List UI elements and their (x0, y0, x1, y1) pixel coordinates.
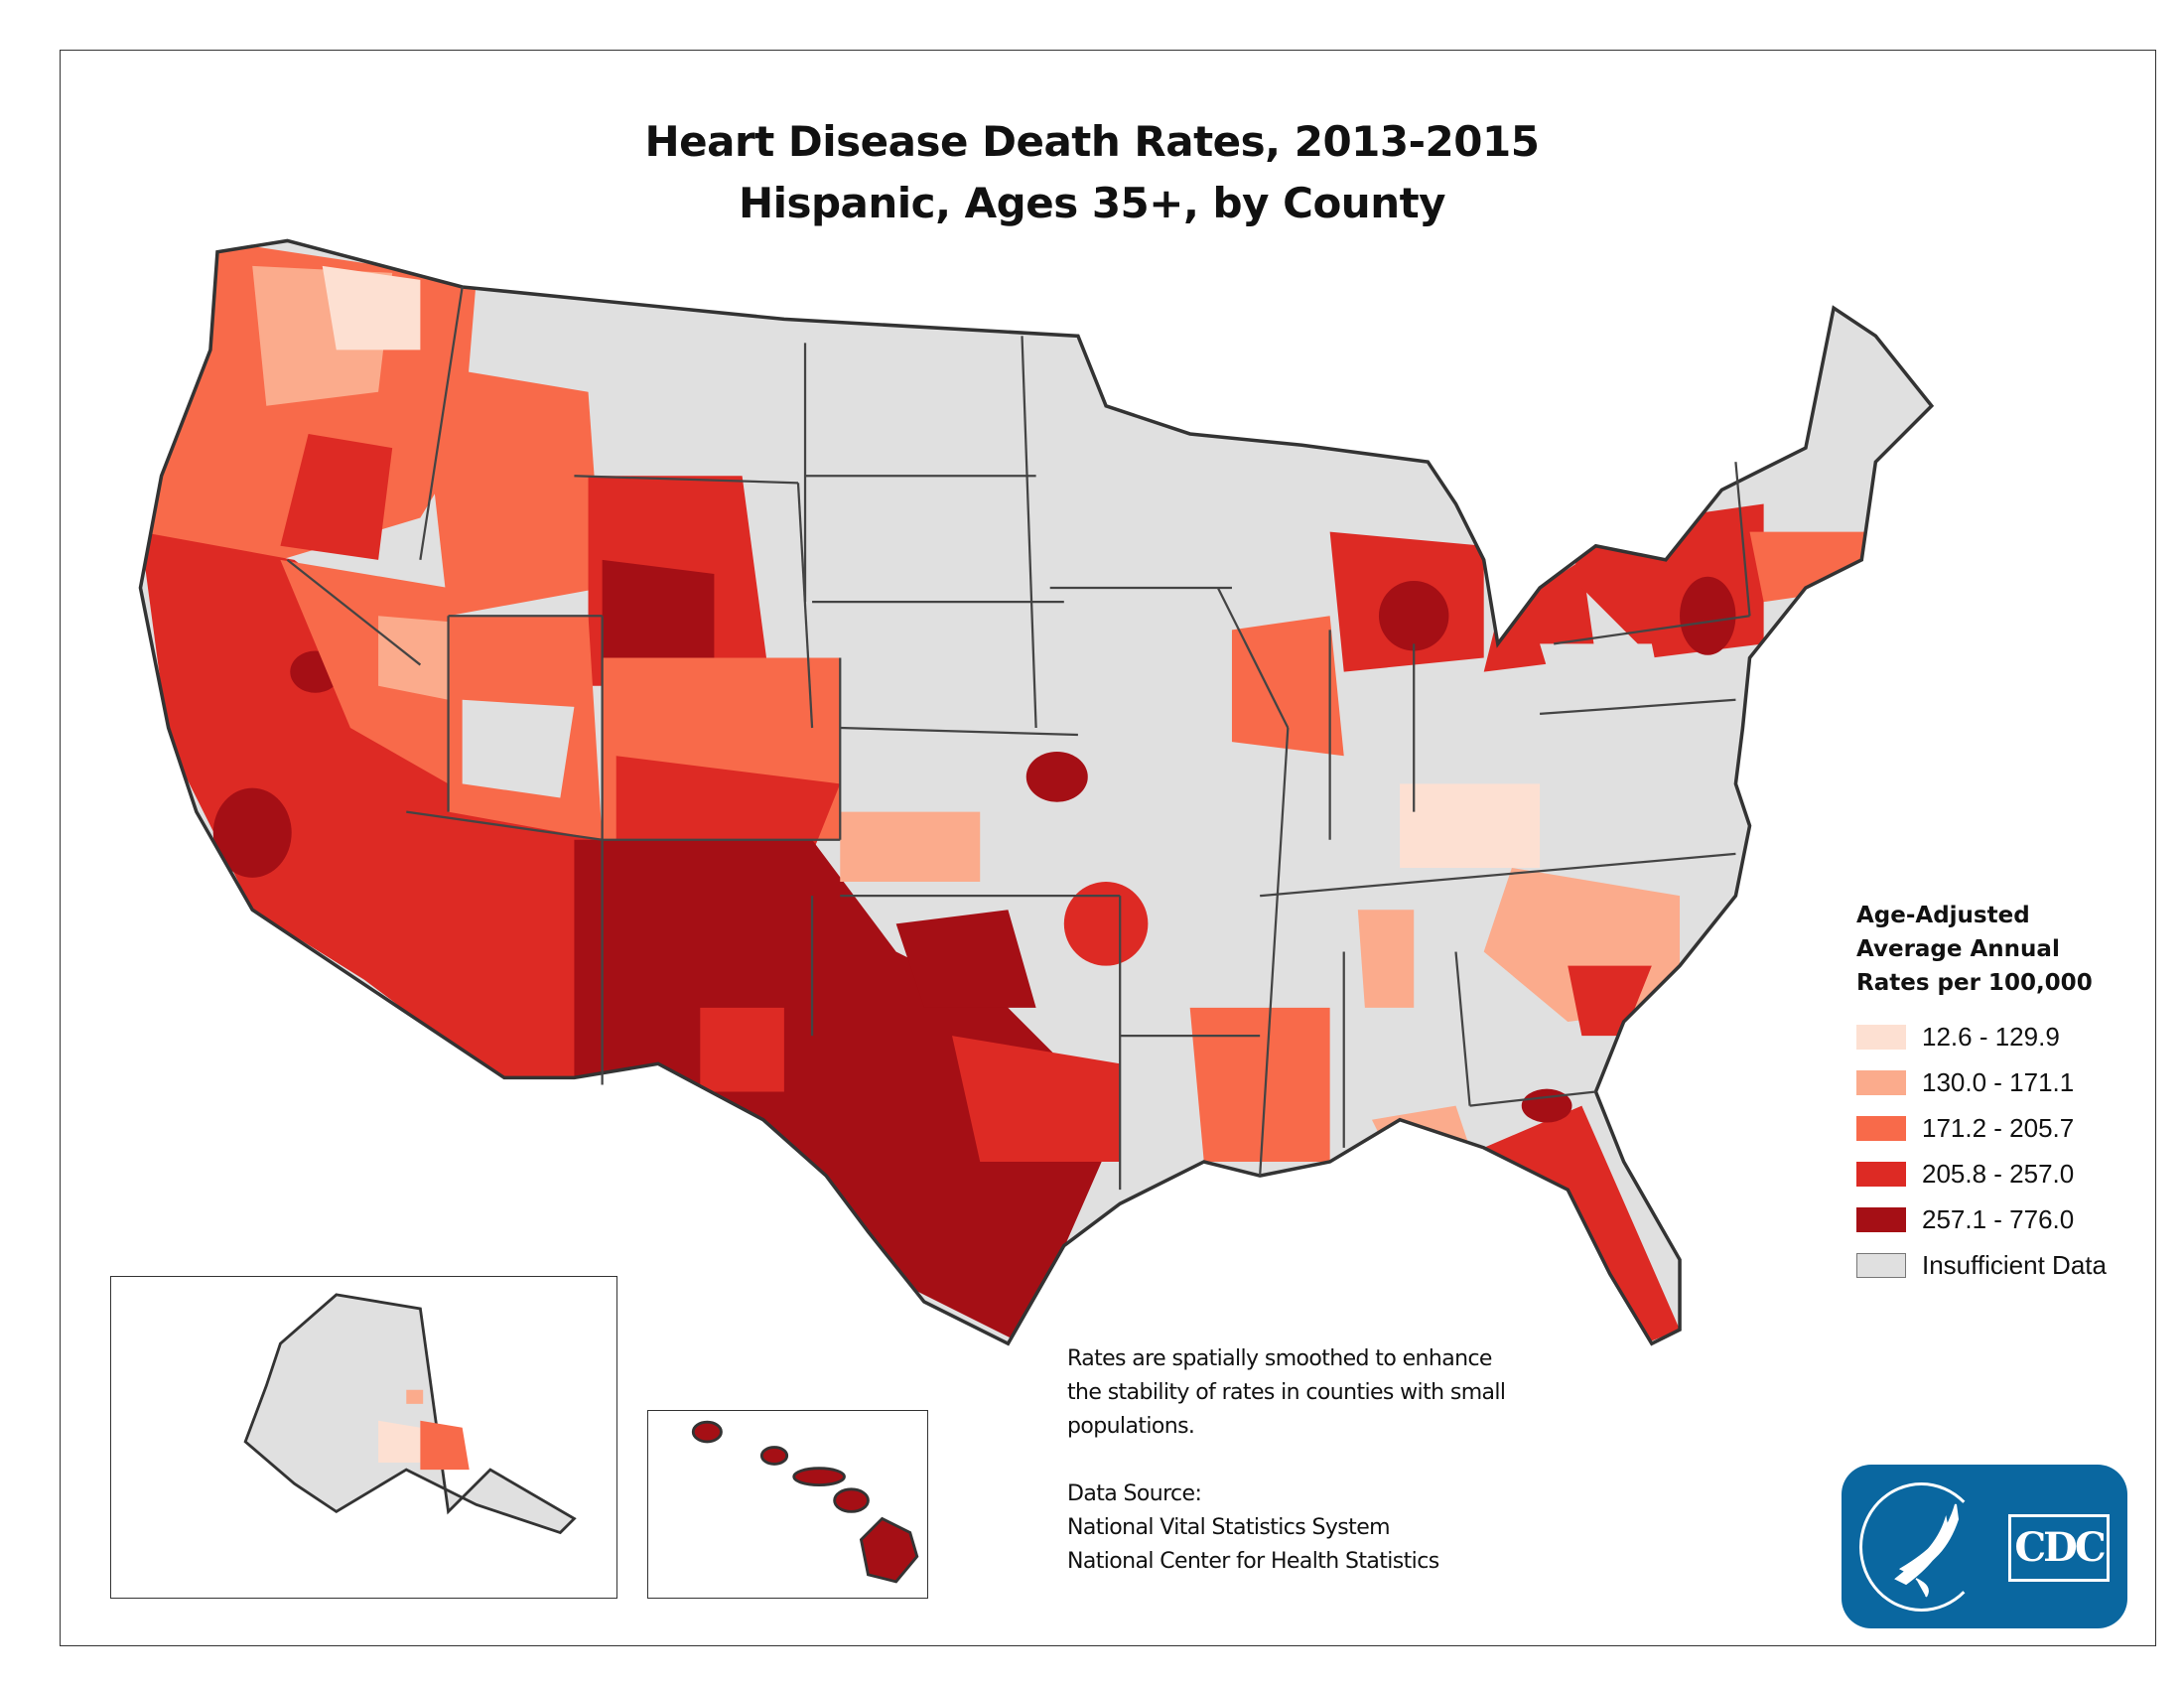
cdc-logo-text: CDC (2008, 1514, 2110, 1582)
legend: Age-Adjusted Average Annual Rates per 10… (1856, 899, 2107, 1288)
legend-label: 171.2 - 205.7 (1922, 1112, 2075, 1143)
notes: Rates are spatially smoothed to enhance … (1067, 1342, 1506, 1579)
legend-title-line: Average Annual (1856, 936, 2060, 962)
eagle-icon (1894, 1503, 1960, 1598)
legend-swatch (1856, 1115, 1906, 1141)
legend-item: Insufficient Data (1856, 1242, 2107, 1288)
smoothing-note: the stability of rates in counties with … (1067, 1380, 1506, 1405)
legend-label: 130.0 - 171.1 (1922, 1066, 2075, 1097)
legend-label: 257.1 - 776.0 (1922, 1203, 2075, 1234)
data-source: National Vital Statistics System (1067, 1515, 1391, 1540)
legend-swatch (1856, 1206, 1906, 1232)
data-source-heading: Data Source: (1067, 1481, 1202, 1506)
alaska-inset (110, 1276, 617, 1599)
legend-item: 12.6 - 129.9 (1856, 1014, 2107, 1059)
legend-item: 205.8 - 257.0 (1856, 1151, 2107, 1196)
hawaii-inset (647, 1410, 928, 1599)
legend-swatch (1856, 1252, 1906, 1278)
legend-title: Age-Adjusted Average Annual Rates per 10… (1856, 899, 2107, 1000)
legend-swatch (1856, 1069, 1906, 1095)
data-source: National Center for Health Statistics (1067, 1549, 1439, 1574)
legend-swatch (1856, 1161, 1906, 1187)
legend-item: 171.2 - 205.7 (1856, 1105, 2107, 1151)
smoothing-note: populations. (1067, 1414, 1195, 1439)
cdc-logo: CDC (1842, 1465, 2127, 1628)
legend-label: Insufficient Data (1922, 1249, 2107, 1280)
legend-swatch (1856, 1024, 1906, 1050)
map-frame (60, 50, 2156, 1646)
legend-item: 130.0 - 171.1 (1856, 1059, 2107, 1105)
smoothing-note: Rates are spatially smoothed to enhance (1067, 1346, 1492, 1371)
legend-label: 12.6 - 129.9 (1922, 1021, 2060, 1052)
hhs-seal-icon (1859, 1482, 1983, 1612)
map-title: Heart Disease Death Rates, 2013-2015 (644, 117, 1540, 166)
legend-title-line: Age-Adjusted (1856, 903, 2030, 928)
legend-item: 257.1 - 776.0 (1856, 1196, 2107, 1242)
legend-title-line: Rates per 100,000 (1856, 970, 2093, 996)
legend-label: 205.8 - 257.0 (1922, 1158, 2075, 1189)
map-subtitle: Hispanic, Ages 35+, by County (738, 179, 1446, 227)
